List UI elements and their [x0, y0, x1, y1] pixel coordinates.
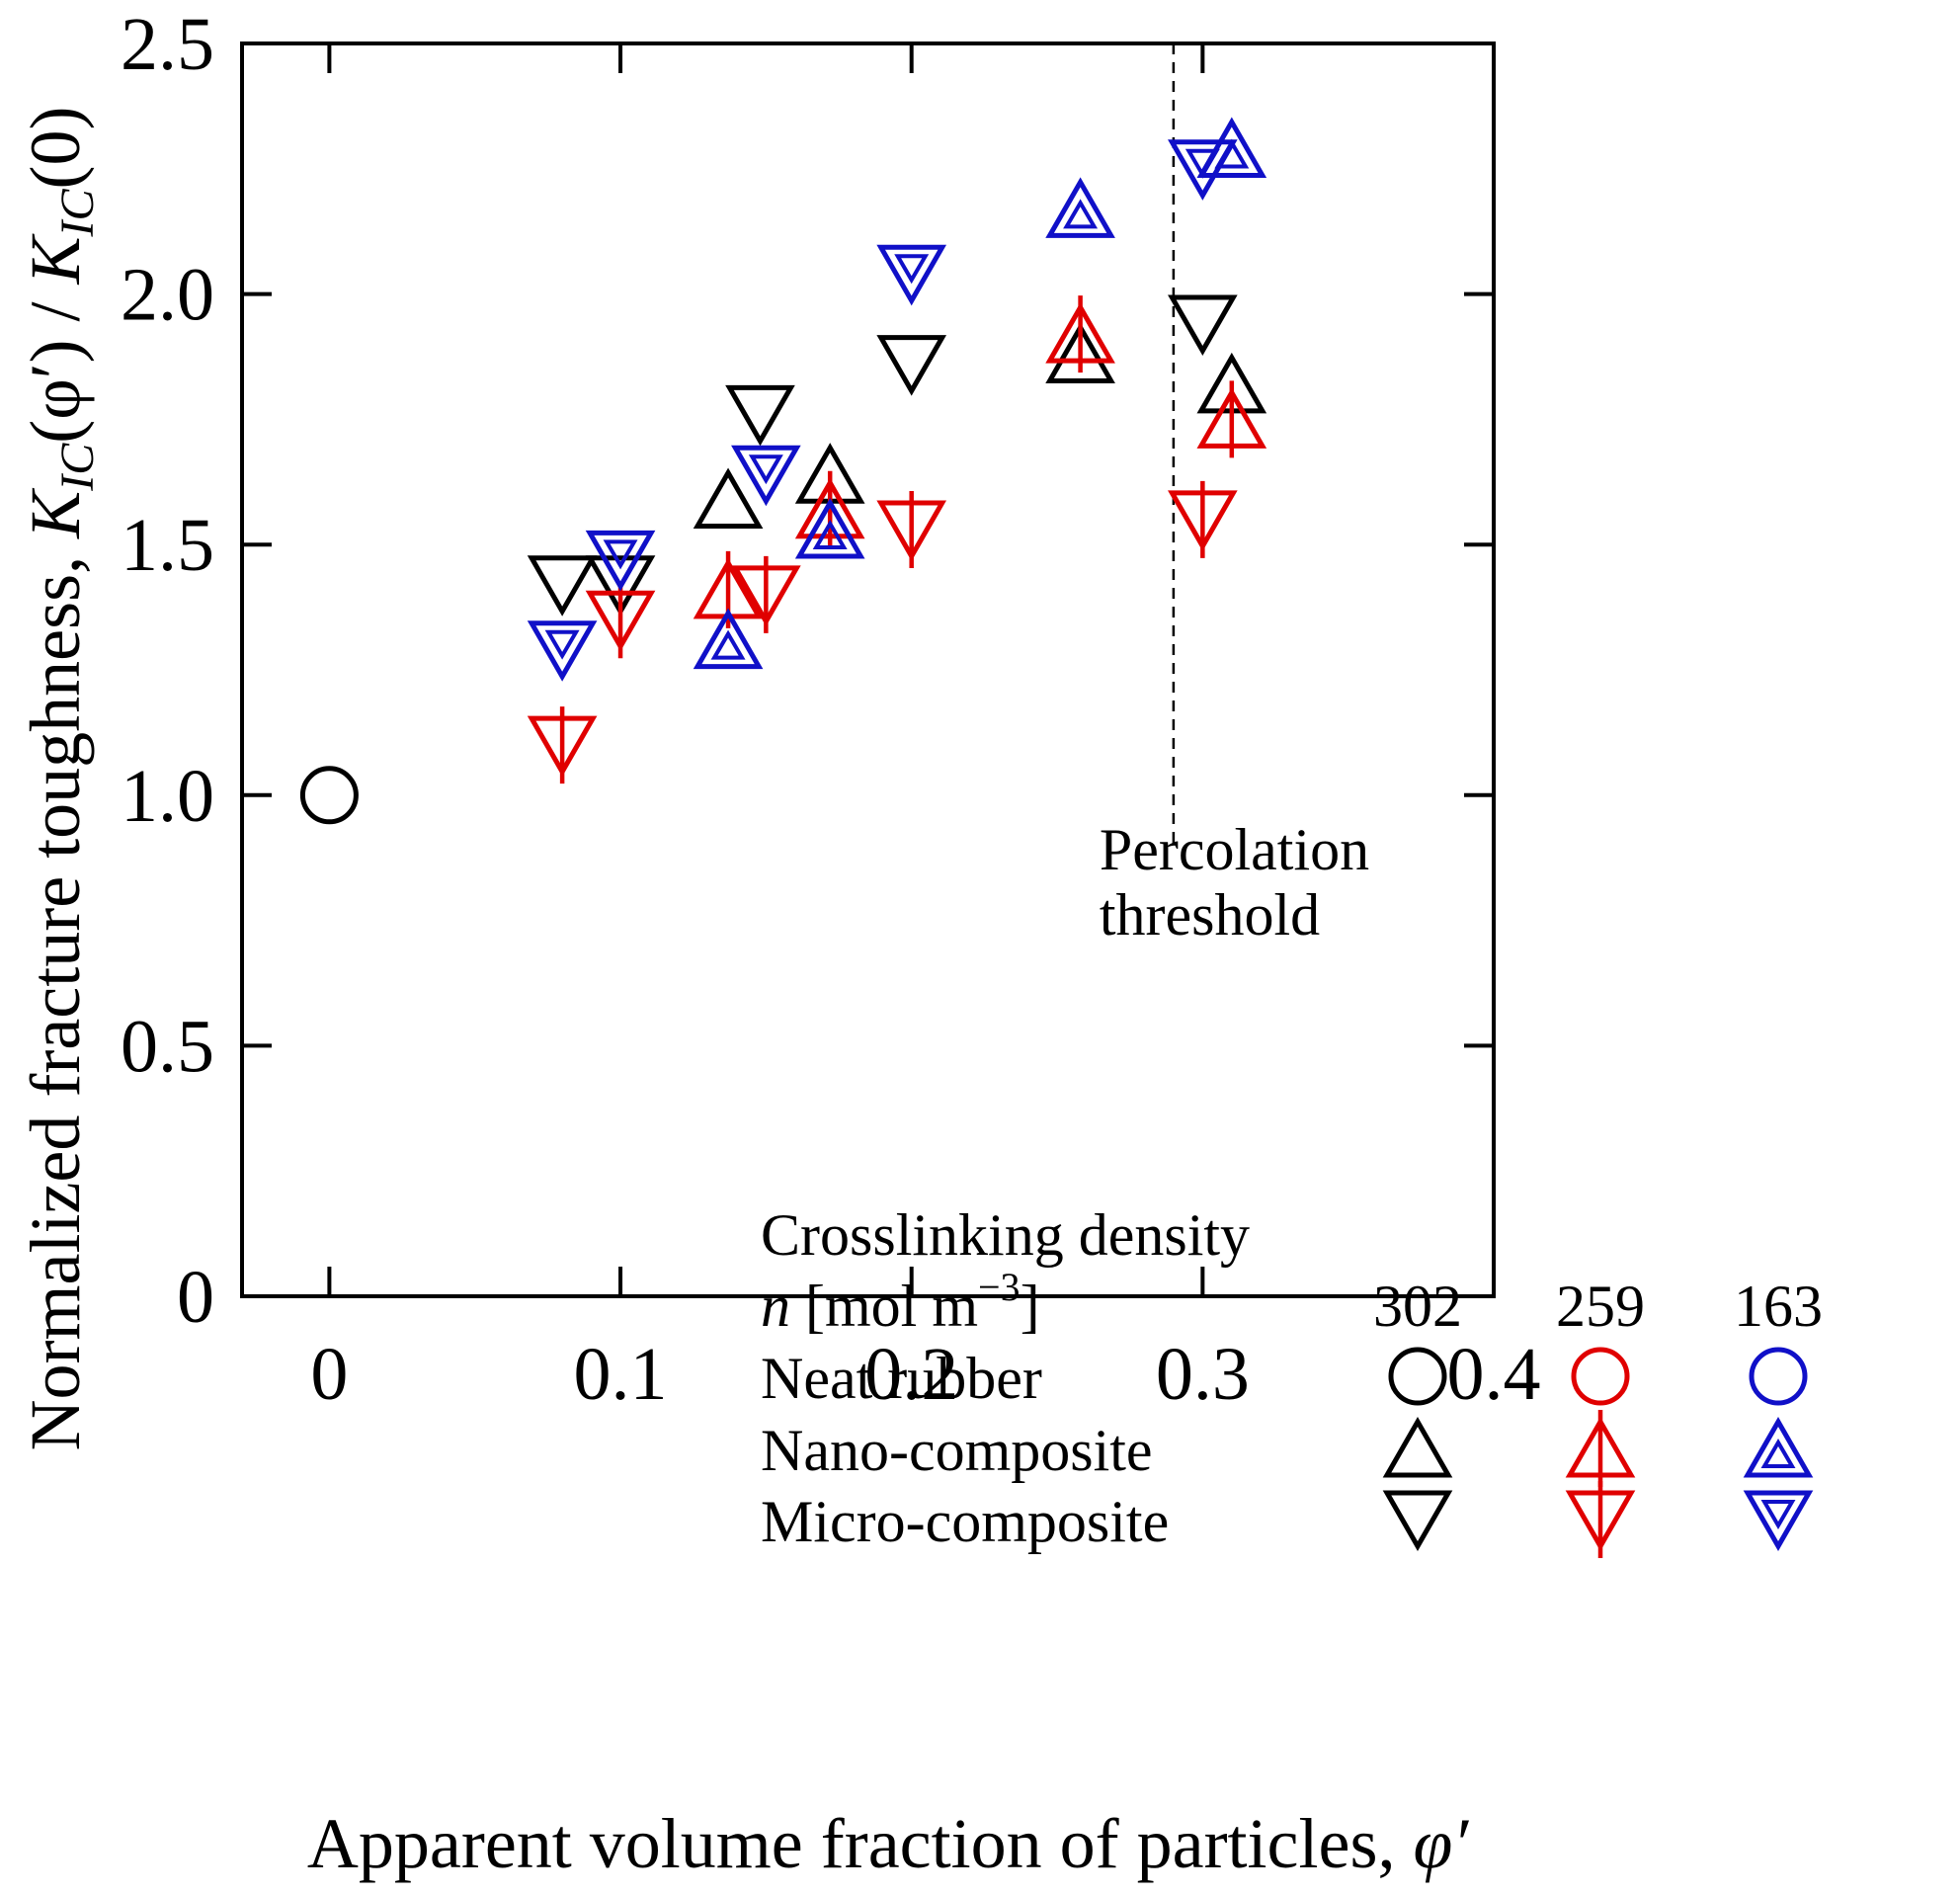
point-nano-composite-163: [1045, 177, 1115, 238]
x-tick-label: 0.2: [864, 1333, 958, 1416]
threshold-label-line: threshold: [1100, 882, 1320, 948]
legend-marker-triangle-down-163: [1743, 1490, 1814, 1552]
legend-density-163: 163: [1734, 1274, 1823, 1339]
y-tick-label: 0.5: [121, 1005, 214, 1088]
legend-density-302: 302: [1373, 1274, 1462, 1339]
x-tick-label: 0.3: [1156, 1333, 1250, 1416]
legend-density-259: 259: [1556, 1274, 1645, 1339]
point-nano-composite-302: [1045, 322, 1115, 383]
point-micro-composite-259: [527, 706, 598, 784]
axis-ticks: 0 0.1 0.2 0.3 0.4 0 0.5 1.0 1.5 2.0 2.5: [121, 3, 1541, 1416]
axis-titles: Apparent volume fraction of particles, φ…: [16, 107, 1469, 1883]
plot-frame: [240, 41, 1496, 1298]
point-nano-composite-259: [1196, 380, 1267, 458]
point-nano-composite-302: [693, 467, 764, 530]
point-micro-composite-163: [731, 445, 801, 507]
legend-marker-circle-259: [1571, 1347, 1630, 1406]
legend-title: Crosslinking density: [761, 1202, 1250, 1268]
point-micro-composite-302: [585, 555, 656, 617]
point-micro-composite-302: [1168, 294, 1238, 357]
point-micro-composite-163: [1168, 139, 1238, 201]
y-tick-label: 1.5: [121, 504, 214, 587]
point-micro-composite-259: [585, 581, 656, 659]
point-nano-composite-163: [693, 608, 764, 670]
point-nano-composite-259: [1045, 295, 1115, 373]
point-micro-composite-163: [527, 620, 598, 682]
legend-unit-label: n [mol m−3]: [761, 1265, 1040, 1339]
data-points: [299, 117, 1267, 825]
point-micro-composite-259: [876, 490, 947, 568]
point-micro-composite-302: [527, 555, 598, 617]
legend-marker-triangle-down-259: [1565, 1481, 1636, 1558]
x-tick-label: 0: [310, 1333, 348, 1416]
y-tick-label: 0: [177, 1256, 214, 1339]
legend-row-label: Nano-composite: [761, 1418, 1153, 1483]
y-tick-label: 2.0: [121, 254, 214, 337]
legend-marker-circle-302: [1388, 1347, 1447, 1406]
x-tick-label: 0.1: [574, 1333, 668, 1416]
point-nano-composite-163: [794, 497, 865, 559]
point-neat-rubber-302: [299, 766, 359, 825]
x-axis-title: Apparent volume fraction of particles, φ…: [307, 1804, 1469, 1883]
legend-row-label: Micro-composite: [761, 1489, 1169, 1554]
point-micro-composite-302: [876, 335, 947, 396]
point-micro-composite-163: [585, 530, 656, 592]
legend-marker-triangle-up-259: [1565, 1410, 1636, 1487]
legend-marker-triangle-up-302: [1382, 1416, 1453, 1478]
axes: [240, 41, 1496, 1298]
x-tick-label: 0.4: [1447, 1333, 1541, 1416]
point-micro-composite-259: [731, 555, 801, 633]
y-tick-label: 2.5: [121, 3, 214, 86]
threshold-label-line: Percolation: [1100, 817, 1369, 882]
legend-marker-triangle-up-163: [1743, 1416, 1814, 1478]
point-micro-composite-163: [876, 244, 947, 306]
y-axis-title: Normalized fracture toughness, KIC(φ′) /…: [16, 107, 104, 1451]
legend-marker-circle-163: [1749, 1347, 1808, 1406]
legend-row-label: Neat rubber: [761, 1346, 1042, 1411]
legend-marker-triangle-down-302: [1382, 1490, 1453, 1552]
y-tick-label: 1.0: [121, 755, 214, 838]
point-nano-composite-259: [794, 470, 865, 548]
point-micro-composite-259: [1168, 480, 1238, 558]
point-micro-composite-302: [725, 384, 795, 447]
